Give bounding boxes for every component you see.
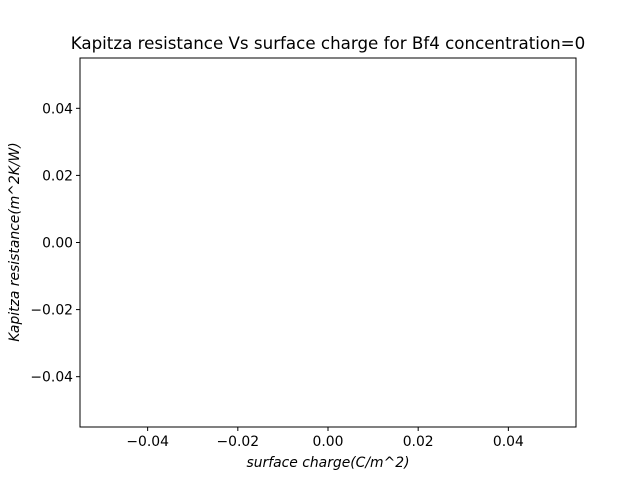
y-axis-ticks: −0.04 −0.02 0.00 0.02 0.04 xyxy=(30,101,80,386)
plot-area xyxy=(79,57,577,428)
y-tick-label: −0.02 xyxy=(30,303,73,319)
y-tick-label: 0.02 xyxy=(42,168,73,184)
x-tick-label: −0.02 xyxy=(217,434,260,450)
y-axis-label: Kapitza resistance(m^2K/W) xyxy=(7,142,23,341)
y-tick-label: −0.04 xyxy=(30,370,73,386)
x-tick-label: −0.04 xyxy=(126,434,169,450)
x-tick-label: 0.00 xyxy=(313,434,344,450)
y-tick-label: 0.00 xyxy=(42,236,73,252)
plot-frame xyxy=(79,57,577,428)
x-tick-label: 0.04 xyxy=(493,434,524,450)
x-axis-ticks: −0.04 −0.02 0.00 0.02 0.04 xyxy=(126,427,524,450)
chart-title: Kapitza resistance Vs surface charge for… xyxy=(71,33,586,53)
y-tick-label: 0.04 xyxy=(42,101,73,117)
x-tick-label: 0.02 xyxy=(403,434,434,450)
x-axis-label: surface charge(C/m^2) xyxy=(246,455,409,471)
